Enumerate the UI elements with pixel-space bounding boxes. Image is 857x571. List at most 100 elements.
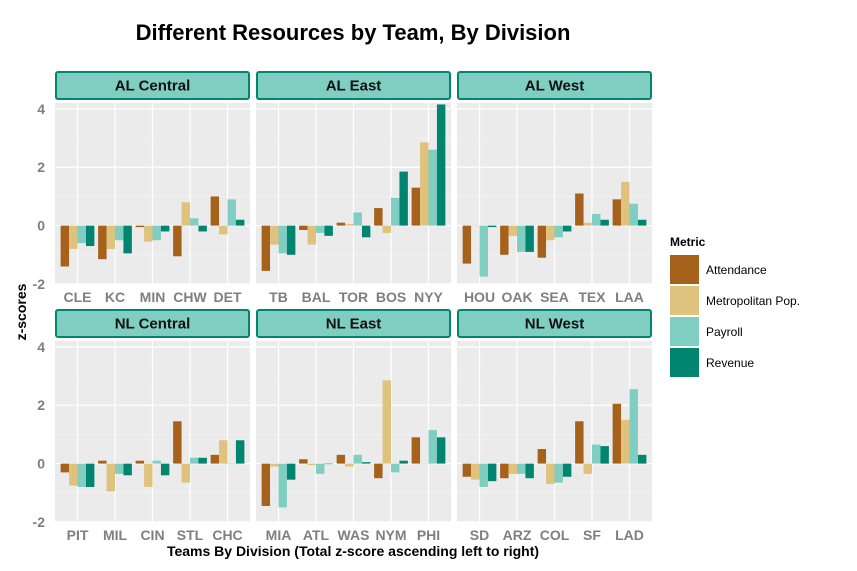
bar-phi-revenue [436, 437, 446, 464]
bar-col-metropolitan-pop [546, 463, 555, 485]
bar-sf-revenue [600, 446, 609, 464]
bar-min-attendance [135, 225, 145, 228]
y-tick-label: 2 [37, 397, 45, 413]
bar-laa-attendance [612, 199, 622, 226]
bar-nyy-revenue [436, 104, 446, 226]
bar-phi-metropolitan-pop [420, 463, 429, 465]
x-tick-label: CLE [64, 289, 92, 305]
x-tick-label: PIT [67, 527, 89, 543]
panel-al-west: AL West HOU OAK SEA TEX LAA [457, 71, 652, 305]
legend-label-metropolitan-pop: Metropolitan Pop. [706, 294, 800, 308]
strip-label-nl-west: NL West [525, 316, 584, 333]
bar-was-metropolitan-pop [345, 463, 354, 467]
bar-nyy-attendance [411, 187, 421, 226]
bar-atl-metropolitan-pop [307, 463, 316, 466]
x-axis-label: Teams By Division (Total z-score ascendi… [167, 543, 539, 559]
bar-arz-attendance [500, 463, 509, 479]
x-tick-label: ARZ [503, 527, 532, 543]
bar-tex-payroll [592, 213, 601, 226]
x-tick-label: STL [177, 527, 204, 543]
bar-hou-payroll [479, 225, 488, 277]
bar-det-payroll [227, 199, 236, 226]
bar-sf-attendance [575, 421, 584, 464]
chart-title: Different Resources by Team, By Division [136, 20, 571, 45]
bar-lad-attendance [612, 403, 622, 464]
bar-atl-revenue [324, 463, 333, 465]
bar-kc-attendance [98, 225, 107, 260]
panel-nl-west: NL West SD ARZ COL SF LAD [457, 309, 652, 543]
bar-mia-metropolitan-pop [270, 463, 279, 467]
bar-laa-metropolitan-pop [621, 181, 630, 226]
x-tick-label: LAD [615, 527, 644, 543]
bar-cin-attendance [135, 460, 145, 464]
bar-chw-revenue [198, 225, 207, 232]
bar-min-revenue [160, 225, 170, 232]
legend-swatch-metropolitan-pop [670, 286, 699, 315]
bar-mil-metropolitan-pop [106, 463, 115, 492]
bar-lad-metropolitan-pop [621, 419, 630, 464]
strip-al-east [256, 71, 451, 100]
bar-sd-metropolitan-pop [471, 463, 480, 480]
bar-tex-metropolitan-pop [583, 222, 592, 226]
bar-cle-attendance [60, 225, 70, 267]
legend-swatch-revenue [670, 348, 699, 377]
panel-al-central: AL Central CLE KC MIN CHW DET -2 0 2 4 [33, 71, 250, 305]
bar-det-attendance [210, 196, 220, 226]
bar-phi-attendance [411, 437, 421, 464]
bar-sd-revenue [487, 463, 497, 482]
bar-chw-payroll [190, 218, 199, 226]
bar-nym-revenue [399, 460, 408, 464]
x-tick-label: PHI [417, 527, 440, 543]
legend-label-revenue: Revenue [706, 356, 754, 370]
panel-nl-central: NL Central PIT MIL CIN STL CHC -2 0 2 4 [33, 309, 250, 543]
legend-label-attendance: Attendance [706, 263, 767, 277]
bar-tor-payroll [353, 212, 362, 226]
bar-chw-metropolitan-pop [181, 202, 190, 226]
bar-hou-revenue [487, 225, 497, 228]
bar-arz-revenue [525, 463, 534, 479]
bar-col-attendance [537, 449, 547, 464]
bar-det-revenue [235, 219, 245, 226]
x-tick-label: SD [470, 527, 489, 543]
bar-was-revenue [361, 462, 371, 464]
bar-stl-metropolitan-pop [181, 463, 190, 483]
bar-sea-attendance [537, 225, 547, 258]
strip-nl-west [457, 309, 652, 338]
bar-mia-revenue [286, 463, 296, 480]
bar-was-payroll [353, 454, 362, 464]
x-tick-label: TEX [578, 289, 606, 305]
bar-pit-revenue [85, 463, 95, 487]
bar-hou-metropolitan-pop [471, 225, 480, 227]
strip-label-al-central: AL Central [115, 78, 191, 95]
legend: Metric Attendance Metropolitan Pop. Payrol… [670, 235, 800, 377]
bar-cin-payroll [152, 460, 161, 464]
bar-bal-attendance [299, 225, 308, 230]
x-tick-label: MIL [103, 527, 128, 543]
y-tick-label: -2 [33, 276, 46, 292]
x-tick-label: CHC [212, 527, 242, 543]
bar-col-payroll [554, 463, 563, 483]
y-tick-label: 4 [37, 101, 45, 117]
legend-swatch-payroll [670, 317, 699, 346]
x-tick-label: TOR [339, 289, 368, 305]
x-tick-label: TB [269, 289, 288, 305]
x-tick-label: CIN [140, 527, 164, 543]
bar-sf-payroll [592, 444, 601, 464]
x-tick-label: MIN [140, 289, 166, 305]
bar-bal-payroll [316, 225, 325, 233]
legend-swatch-attendance [670, 255, 699, 284]
bar-chc-metropolitan-pop [219, 440, 228, 464]
bar-mia-payroll [278, 463, 287, 508]
x-tick-label: NYM [375, 527, 406, 543]
bar-kc-metropolitan-pop [106, 225, 115, 249]
bar-nym-attendance [374, 463, 383, 479]
x-tick-label: BOS [376, 289, 406, 305]
strip-al-west [457, 71, 652, 100]
bar-lad-payroll [629, 389, 638, 464]
y-tick-label: -2 [33, 514, 46, 530]
strip-nl-central [55, 309, 250, 338]
panel-al-east: AL East TB BAL TOR BOS NYY [256, 71, 451, 305]
bar-pit-metropolitan-pop [69, 463, 78, 486]
x-tick-label: DET [214, 289, 242, 305]
bar-cin-metropolitan-pop [144, 463, 153, 487]
